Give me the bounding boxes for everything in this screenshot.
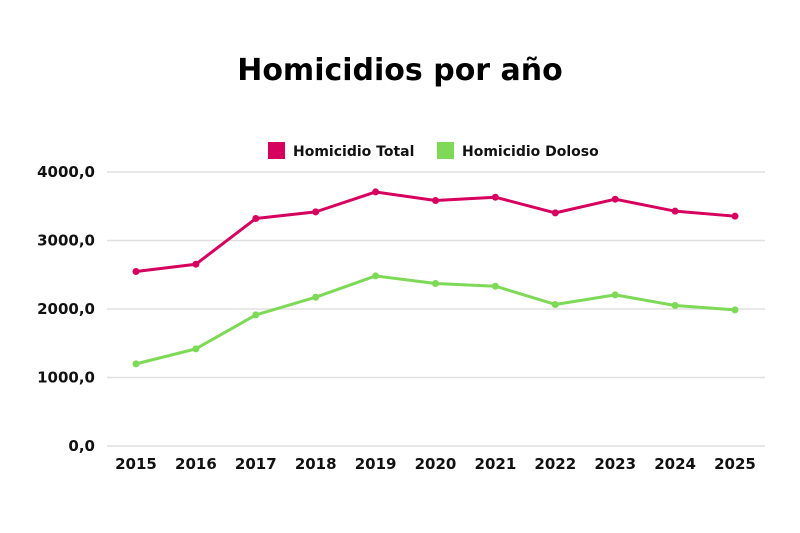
x-tick-label: 2022	[534, 455, 576, 473]
x-tick-label: 2017	[235, 455, 277, 473]
series-line	[135, 274, 736, 366]
data-point	[611, 195, 619, 203]
data-point	[372, 272, 380, 280]
legend-label: Homicidio Total	[293, 144, 414, 160]
x-tick-label: 2016	[175, 455, 217, 473]
x-tick-label: 2020	[415, 455, 457, 473]
x-tick-label: 2023	[594, 455, 636, 473]
y-tick-label: 2000,0	[37, 300, 95, 318]
data-point	[252, 311, 260, 319]
data-point	[731, 212, 739, 220]
data-point	[491, 282, 499, 290]
x-tick-label: 2024	[654, 455, 696, 473]
x-tick-label: 2021	[475, 455, 517, 473]
x-tick-label: 2019	[355, 455, 397, 473]
x-tick-label: 2015	[115, 455, 157, 473]
x-tick-label: 2018	[295, 455, 337, 473]
legend-swatch	[268, 142, 285, 159]
data-point	[192, 260, 200, 268]
legend-swatch	[437, 142, 454, 159]
data-point	[372, 188, 380, 196]
y-tick-label: 1000,0	[37, 369, 95, 387]
data-point	[551, 209, 559, 217]
data-point	[611, 291, 619, 299]
x-tick-label: 2025	[714, 455, 756, 473]
y-tick-label: 0,0	[68, 437, 95, 455]
y-tick-label: 4000,0	[37, 163, 95, 181]
data-point	[671, 207, 679, 215]
data-point	[192, 345, 200, 353]
data-point	[491, 193, 499, 201]
y-tick-label: 3000,0	[37, 232, 95, 250]
data-point	[551, 300, 559, 308]
data-point	[731, 306, 739, 314]
data-point	[132, 268, 140, 276]
data-point	[671, 302, 679, 310]
data-point	[312, 293, 320, 301]
chart-title: Homicidios por año	[237, 53, 563, 88]
data-point	[132, 360, 140, 368]
data-point	[312, 208, 320, 216]
data-point	[252, 215, 260, 223]
legend-label: Homicidio Doloso	[462, 144, 599, 160]
data-point	[432, 280, 439, 288]
data-point	[432, 196, 439, 204]
